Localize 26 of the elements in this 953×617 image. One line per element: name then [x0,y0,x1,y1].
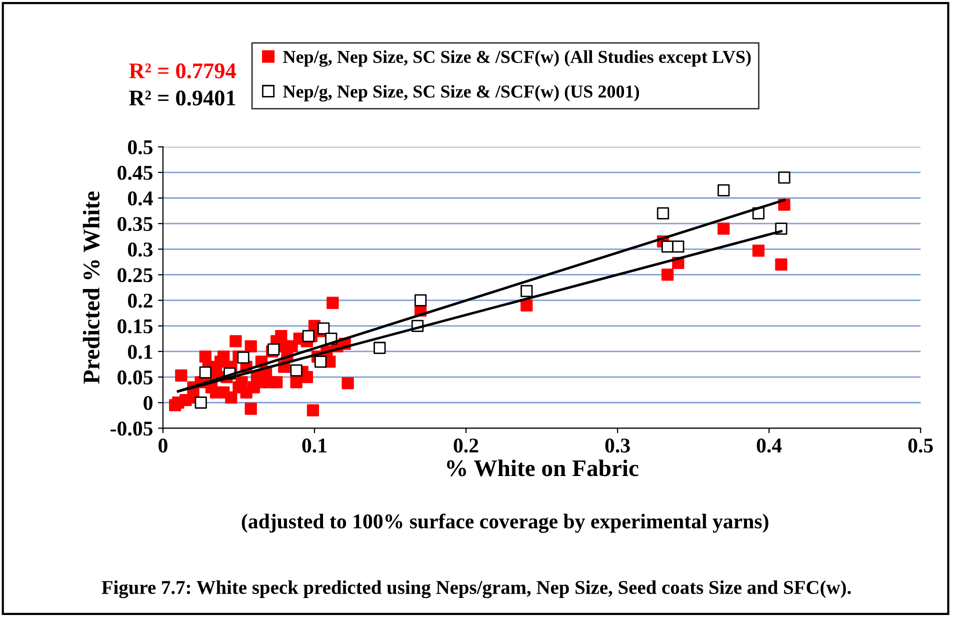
y-tick-label: 0.05 [118,370,152,385]
y-tick-label: -0.05 [110,422,152,436]
y-axis-title: Predicted % White [82,192,100,384]
x-tick-label: 0.2 [454,438,478,453]
x-tick-label: 0.3 [605,438,630,453]
y-tick-label: 0.3 [128,242,153,257]
text: R² = 0.9401 [129,90,236,106]
y-tick-label: 0.25 [118,268,152,282]
y-tick-label: 0 [144,396,152,410]
y-tick-label: 0.5 [128,140,152,154]
y-tick-label: 0.35 [118,216,152,232]
y-tick-label: 0.2 [128,294,152,308]
text: R² = 0.7794 [129,63,236,78]
legend-label: Nep/g, Nep Size, SC Size & /SCF(w) (All Studies except LVS) [283,50,751,67]
x-tick-label: 0.5 [908,438,933,453]
caption: Figure 7.7: White speck predicted using Neps/gram, Nep Size, Seed coats Size and SFC(w). [102,580,851,598]
text: (adjusted to 100% surface coverage by experimental yarns) [242,514,768,533]
x-tick-label: 0.4 [756,438,782,453]
y-tick-label: 0.4 [128,191,153,206]
x-tick-label: 0.1 [302,438,326,453]
y-tick-label: 0.45 [118,166,152,180]
x-axis-title: % White on Fabric [447,460,638,476]
x-tick-label: 0 [158,438,168,453]
y-tick-label: 0.15 [118,319,152,334]
y-tick-label: 0.1 [128,344,152,359]
legend-label: Nep/g, Nep Size, SC Size & /SCF(w) (US 2001) [283,84,640,102]
